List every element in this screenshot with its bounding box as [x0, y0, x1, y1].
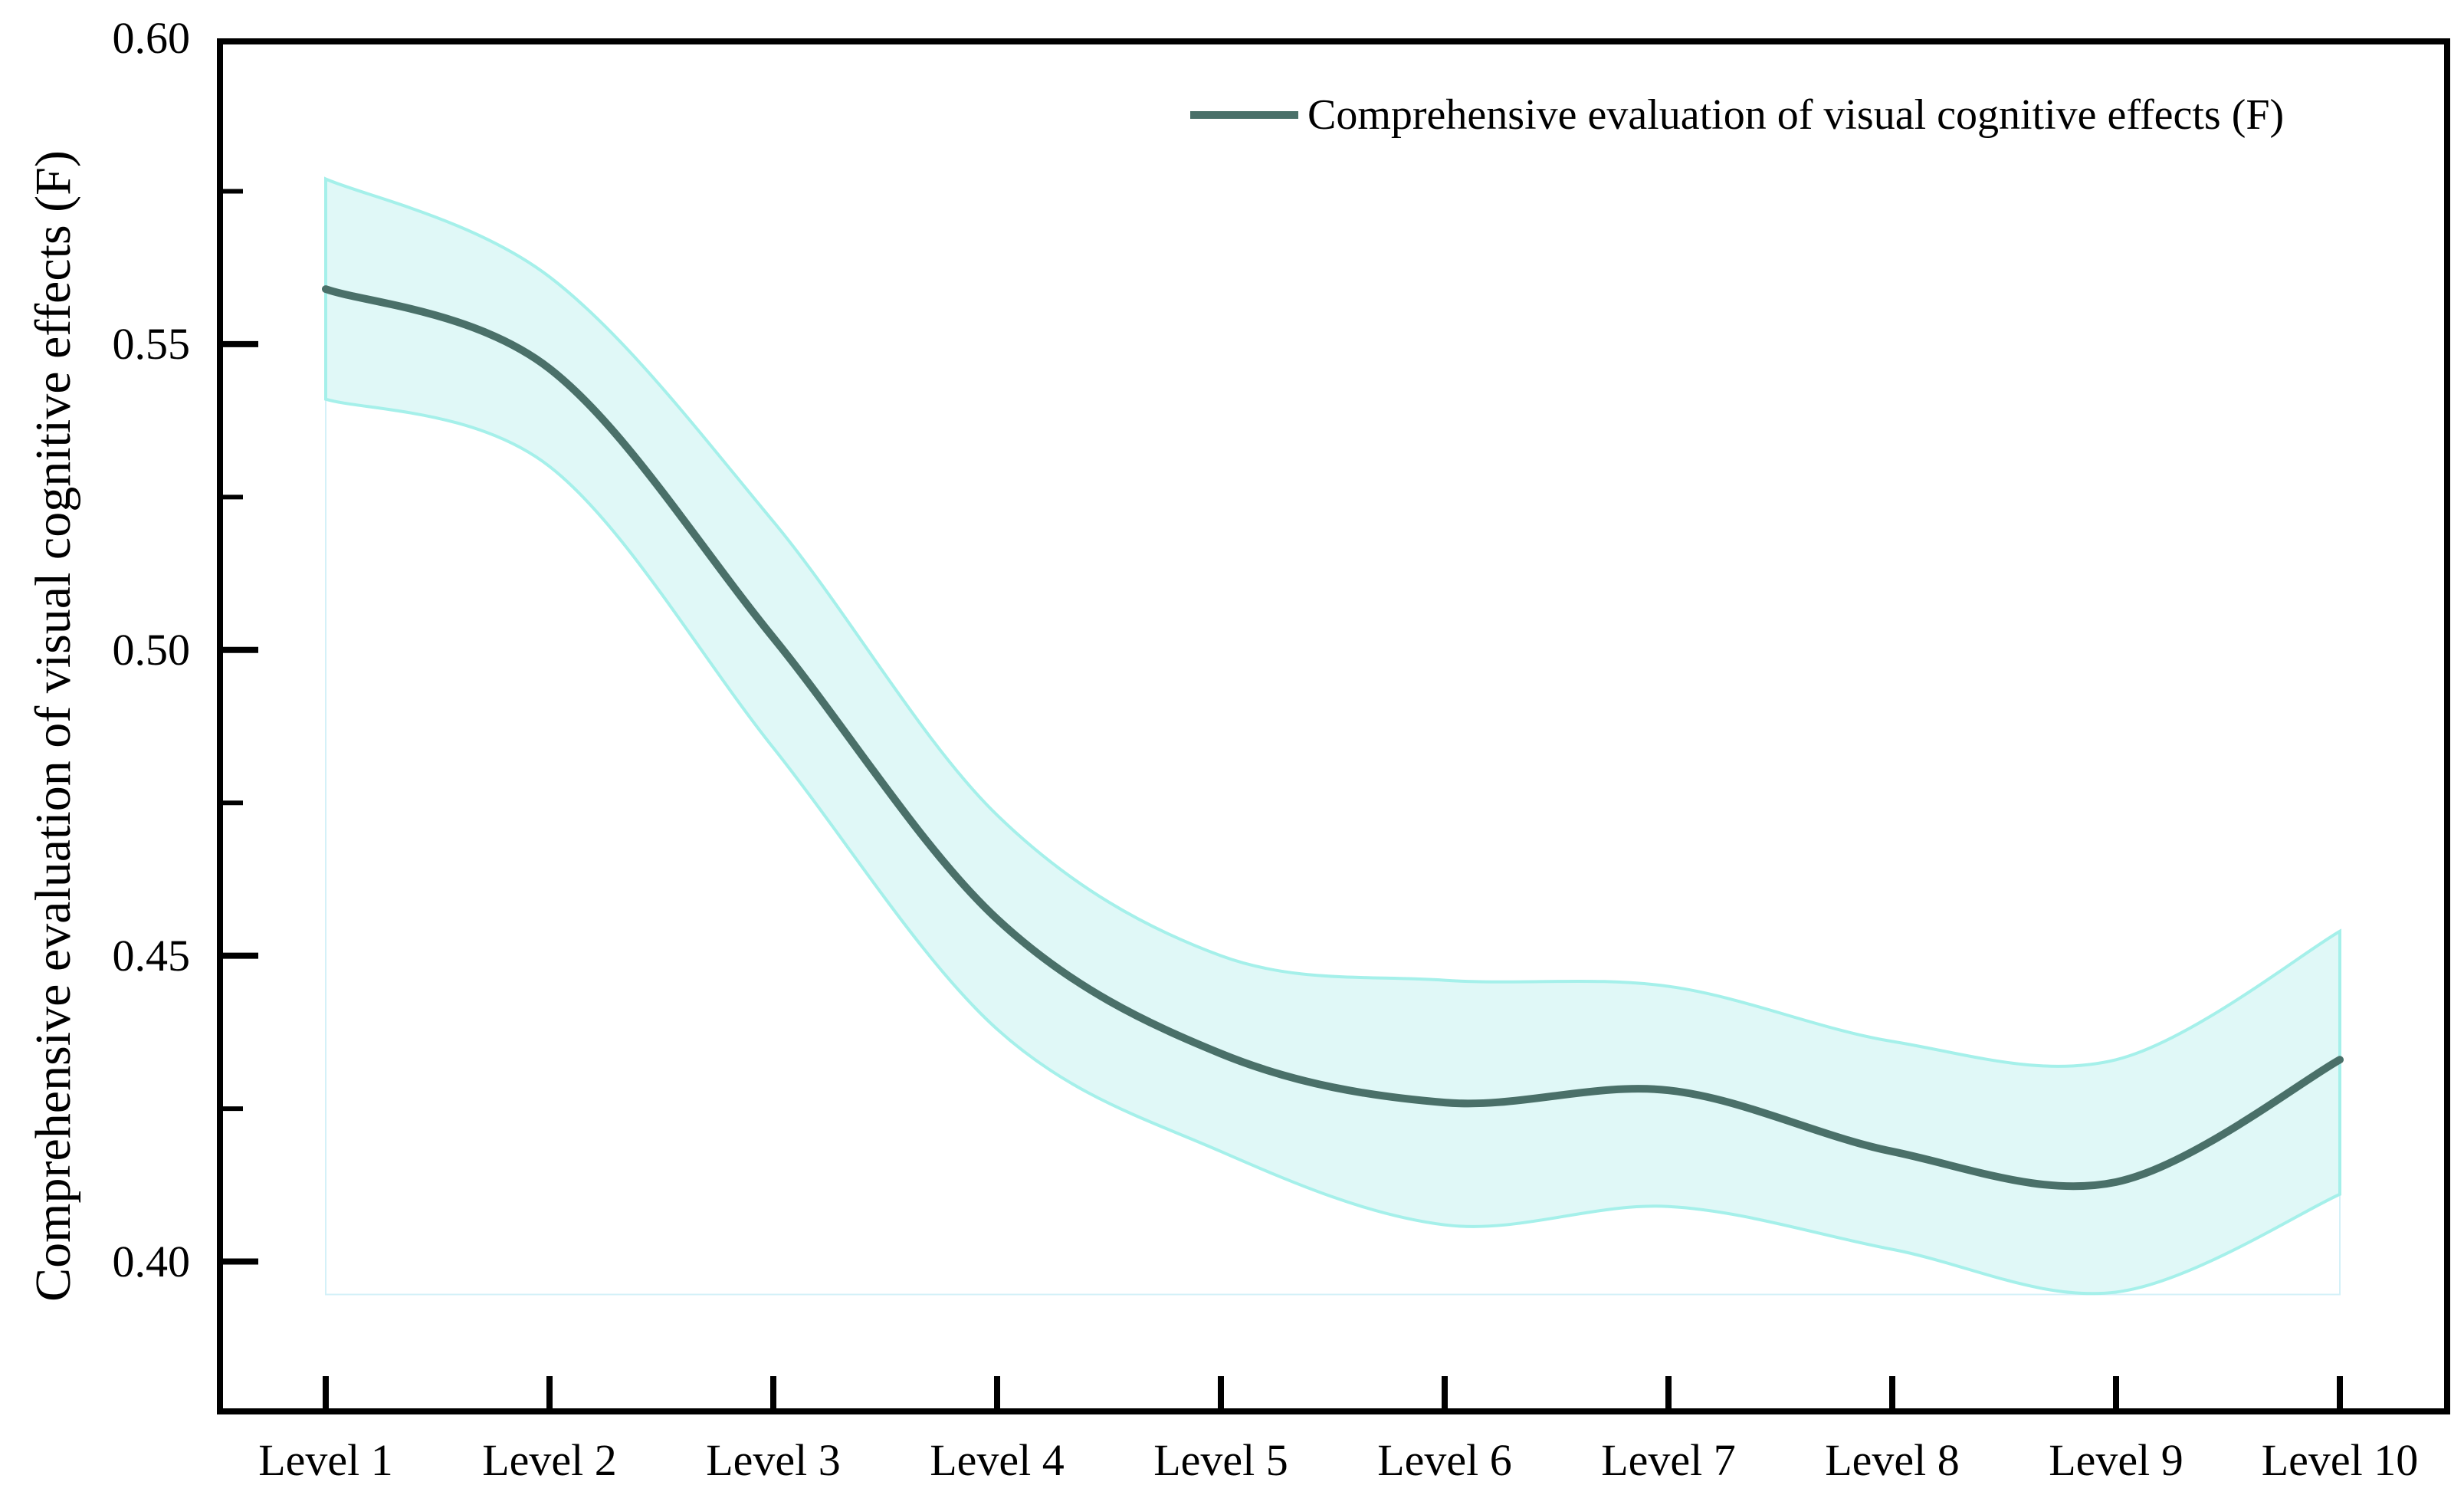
y-tick-label: 0.55 — [112, 318, 191, 369]
y-tick-label: 0.60 — [112, 13, 191, 63]
y-tick-label: 0.45 — [112, 930, 191, 981]
confidence-band — [324, 176, 2341, 1296]
x-tick-label: Level 5 — [1153, 1435, 1288, 1485]
x-tick-label: Level 1 — [258, 1435, 393, 1485]
x-tick-label: Level 8 — [1825, 1435, 1960, 1485]
x-tick-label: Level 3 — [706, 1435, 841, 1485]
axis-ticks — [223, 189, 2343, 1411]
x-tick-label: Level 4 — [930, 1435, 1065, 1485]
x-tick-label: Level 10 — [2261, 1435, 2419, 1485]
x-tick-label: Level 6 — [1377, 1435, 1512, 1485]
legend-label: Comprehensive evaluation of visual cogni… — [1307, 91, 2285, 139]
y-tick-label: 0.40 — [112, 1236, 191, 1286]
series-line — [322, 285, 2344, 1191]
x-tick-label: Level 2 — [482, 1435, 617, 1485]
y-tick-label: 0.50 — [112, 624, 191, 675]
plot-frame — [217, 38, 2450, 1414]
x-tick-label: Level 7 — [1601, 1435, 1736, 1485]
x-tick-label: Level 9 — [2049, 1435, 2183, 1485]
band-extent-outline — [325, 399, 2341, 1296]
